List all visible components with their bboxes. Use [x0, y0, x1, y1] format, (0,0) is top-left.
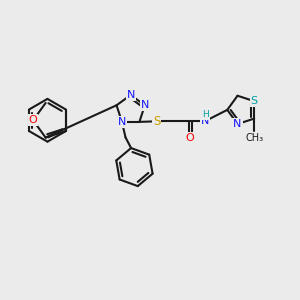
- Text: S: S: [250, 96, 258, 106]
- Text: O: O: [29, 115, 38, 125]
- Text: O: O: [185, 133, 194, 143]
- Text: N: N: [233, 119, 242, 129]
- Text: H: H: [202, 110, 209, 119]
- Text: N: N: [118, 117, 126, 127]
- Text: S: S: [153, 115, 160, 128]
- Text: CH₃: CH₃: [245, 133, 263, 142]
- Text: N: N: [127, 90, 135, 100]
- Text: N: N: [141, 100, 149, 110]
- Text: N: N: [201, 116, 209, 126]
